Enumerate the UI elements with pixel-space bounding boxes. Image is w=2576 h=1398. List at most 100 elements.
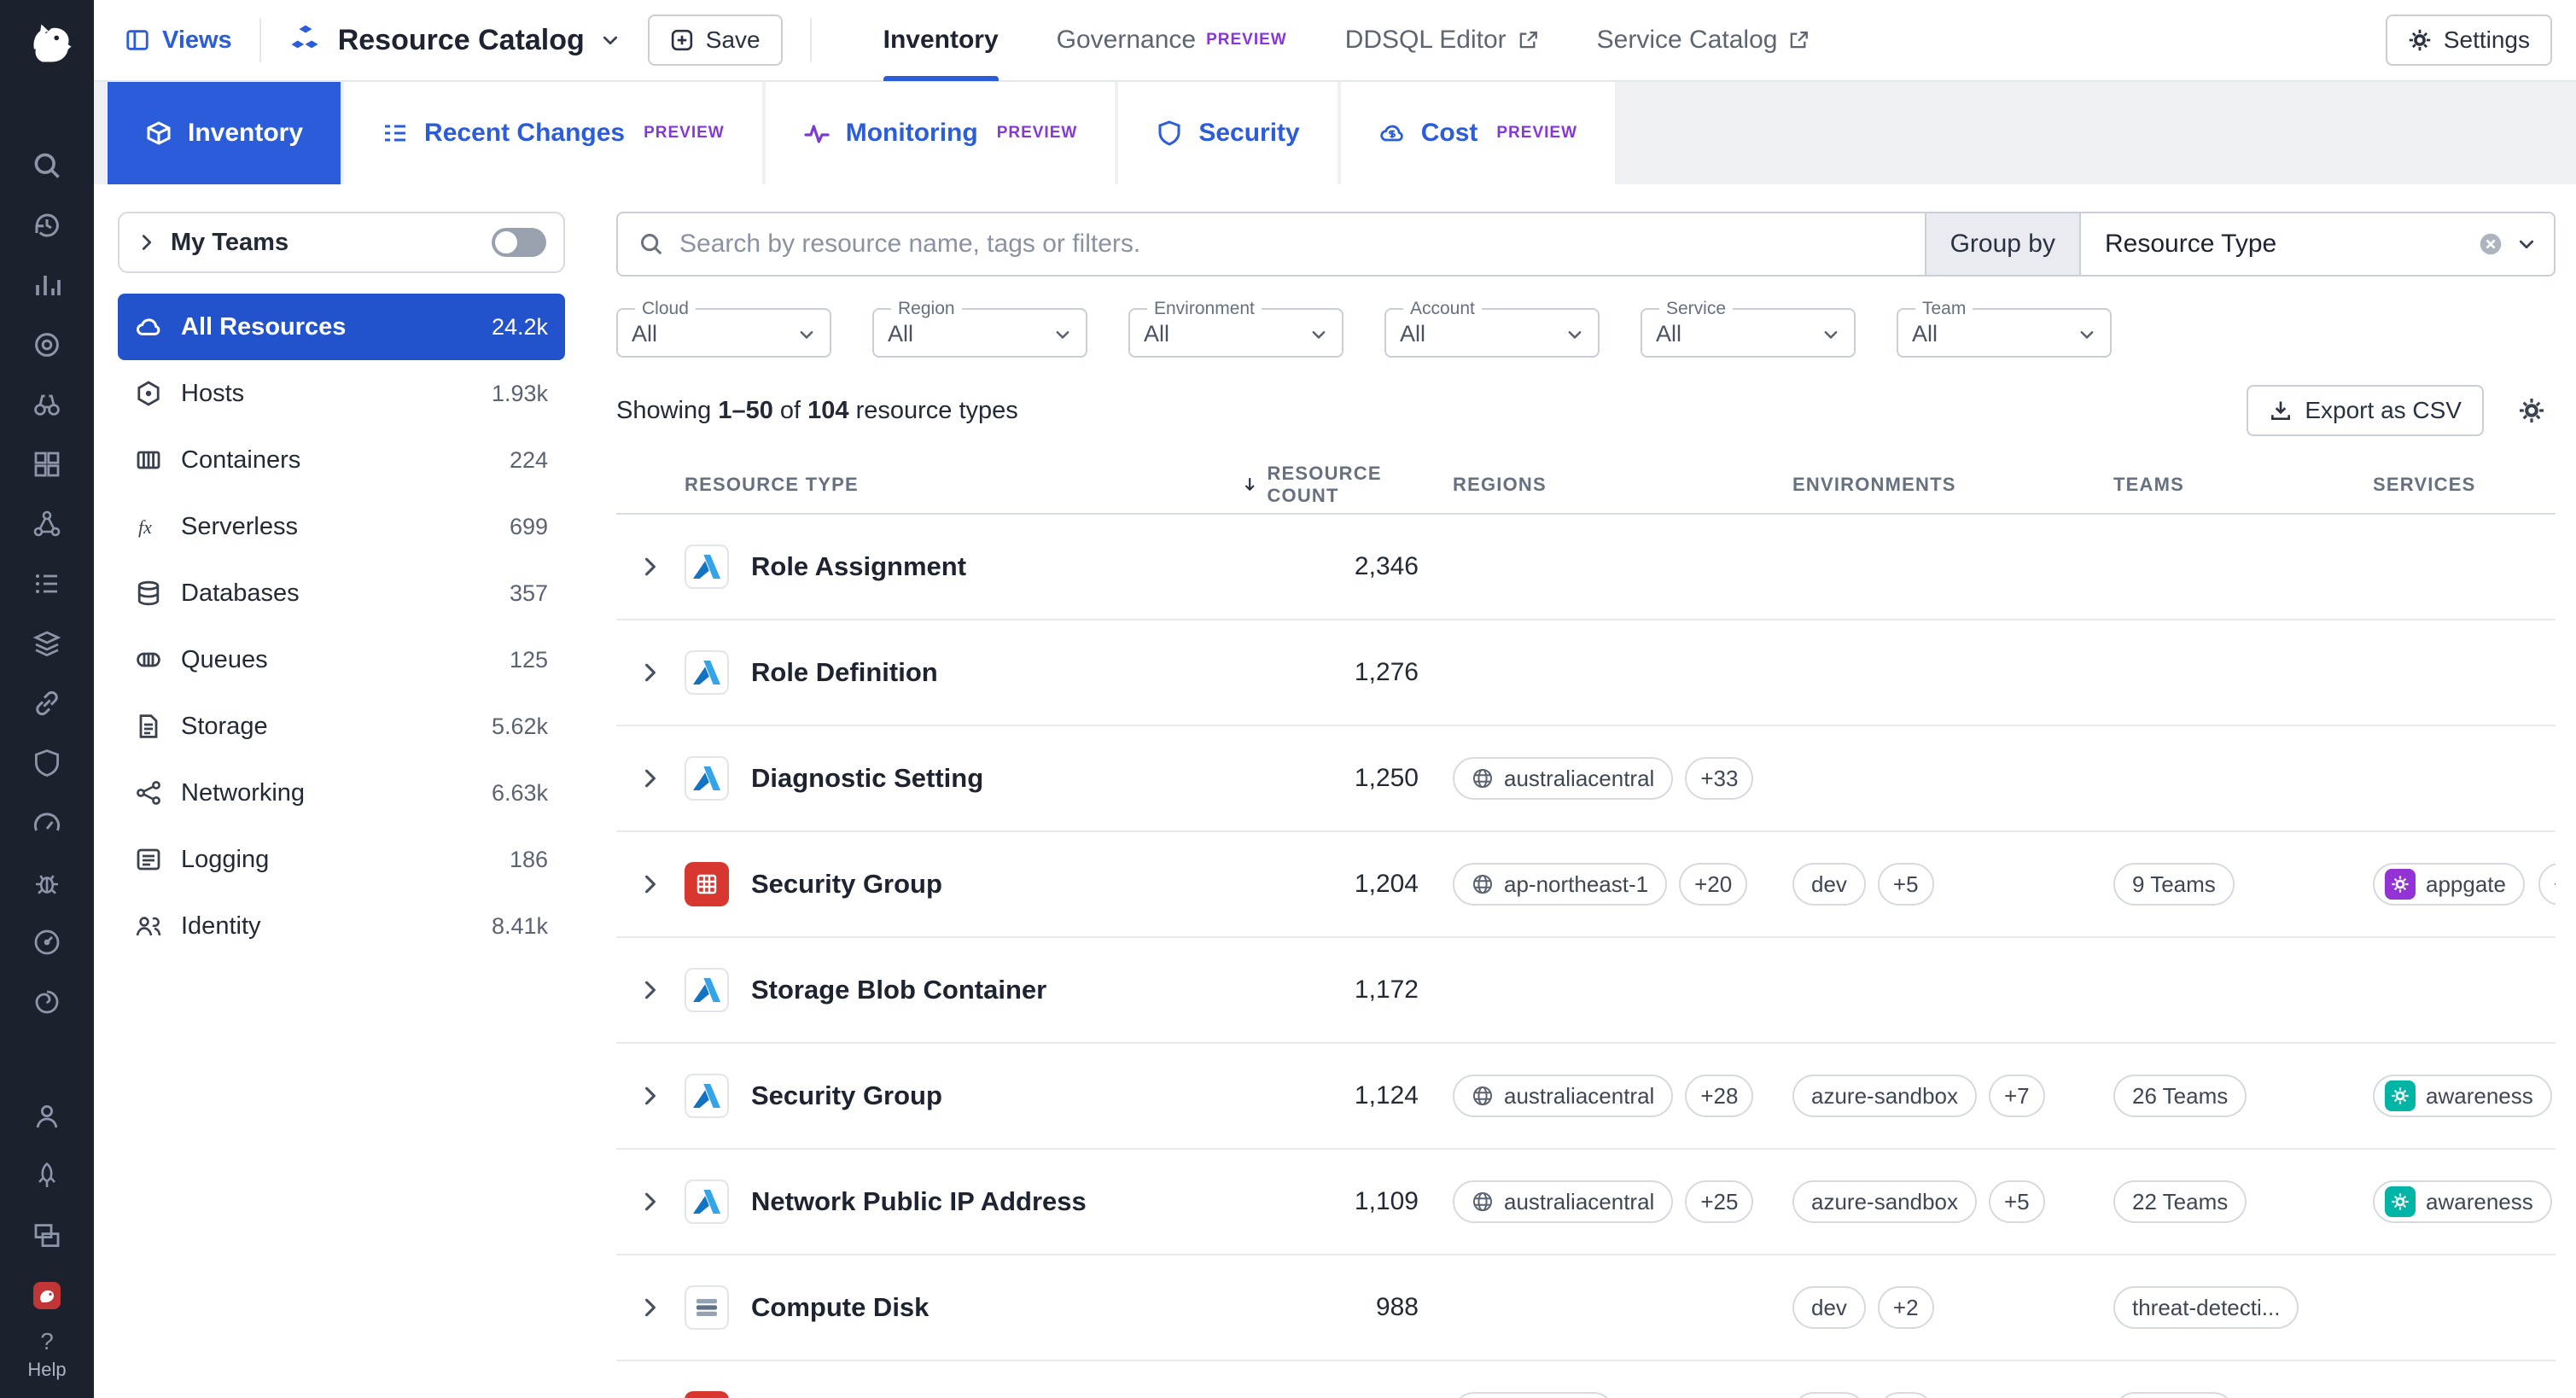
binoculars-icon[interactable] bbox=[25, 382, 69, 427]
resource-type-name[interactable]: Compute Disk bbox=[751, 1292, 929, 1323]
sidebar-item-networking[interactable]: Networking 6.63k bbox=[118, 760, 565, 826]
person-icon[interactable] bbox=[25, 1094, 69, 1139]
tab-ddsql-editor[interactable]: DDSQL Editor bbox=[1345, 0, 1539, 81]
metrics-icon[interactable] bbox=[25, 263, 69, 307]
sidebar-item-logging[interactable]: Logging 186 bbox=[118, 826, 565, 893]
region-more-chip[interactable]: +33 bbox=[1685, 757, 1753, 800]
region-chip[interactable]: us-east-1 bbox=[1453, 1392, 1615, 1398]
table-row[interactable]: IAM Policy 893 us-east-1 dev +1 5 Teams bbox=[616, 1361, 2556, 1398]
environment-chip[interactable]: dev bbox=[1792, 1286, 1866, 1329]
service-chip[interactable]: appgate bbox=[2373, 863, 2525, 906]
subtab-inventory[interactable]: Inventory bbox=[108, 82, 341, 184]
clear-icon[interactable] bbox=[2479, 232, 2503, 256]
rocket-icon[interactable] bbox=[25, 1154, 69, 1198]
table-row[interactable]: Diagnostic Setting 1,250 australiacentra… bbox=[616, 726, 2556, 832]
table-row[interactable]: Role Definition 1,276 bbox=[616, 620, 2556, 726]
link-icon[interactable] bbox=[25, 681, 69, 725]
service-more-chip[interactable]: +1 bbox=[2538, 863, 2556, 906]
my-teams-toggle-row[interactable]: My Teams bbox=[118, 212, 565, 273]
settings-button[interactable]: Settings bbox=[2386, 15, 2552, 66]
search-input[interactable] bbox=[679, 230, 1904, 259]
region-more-chip[interactable]: +28 bbox=[1685, 1075, 1753, 1117]
expand-chevron-icon[interactable] bbox=[638, 766, 662, 790]
resource-type-name[interactable]: Network Public IP Address bbox=[751, 1186, 1087, 1217]
filter-cloud[interactable]: Cloud All bbox=[616, 299, 831, 358]
table-row[interactable]: Security Group 1,124 australiacentral +2… bbox=[616, 1044, 2556, 1150]
col-resource-type[interactable]: RESOURCE TYPE bbox=[685, 474, 1241, 496]
target-icon[interactable] bbox=[25, 323, 69, 367]
region-chip[interactable]: australiacentral bbox=[1453, 1180, 1673, 1223]
table-row[interactable]: Security Group 1,204 ap-northeast-1 +20 … bbox=[616, 832, 2556, 938]
bits-dog-icon[interactable] bbox=[25, 1273, 69, 1318]
resource-type-name[interactable]: Role Assignment bbox=[751, 551, 966, 582]
sidebar-item-hosts[interactable]: Hosts 1.93k bbox=[118, 360, 565, 427]
resource-type-name[interactable]: Role Definition bbox=[751, 657, 938, 688]
shield-icon[interactable] bbox=[25, 741, 69, 785]
sidebar-item-serverless[interactable]: Serverless 699 bbox=[118, 493, 565, 560]
filter-environment[interactable]: Environment All bbox=[1128, 299, 1343, 358]
teams-chip[interactable]: 5 Teams bbox=[2113, 1392, 2235, 1398]
service-chip[interactable]: awareness bbox=[2373, 1075, 2552, 1117]
my-teams-switch[interactable] bbox=[492, 228, 546, 257]
resource-type-name[interactable]: Security Group bbox=[751, 1081, 942, 1111]
col-resource-count[interactable]: RESOURCE COUNT bbox=[1241, 463, 1429, 507]
environment-more-chip[interactable]: +2 bbox=[1878, 1286, 1934, 1329]
packages-icon[interactable] bbox=[25, 442, 69, 486]
logs-icon[interactable] bbox=[25, 562, 69, 606]
save-button[interactable]: Save bbox=[648, 15, 783, 66]
resource-type-name[interactable]: Diagnostic Setting bbox=[751, 763, 983, 794]
resource-type-name[interactable]: Security Group bbox=[751, 869, 942, 900]
environment-chip[interactable]: dev bbox=[1792, 863, 1866, 906]
sidebar-item-storage[interactable]: Storage 5.62k bbox=[118, 693, 565, 760]
windows-icon[interactable] bbox=[25, 1214, 69, 1258]
help-link[interactable]: ? Help bbox=[27, 1328, 66, 1398]
speedometer-icon[interactable] bbox=[25, 920, 69, 964]
col-environments[interactable]: ENVIRONMENTS bbox=[1779, 474, 2103, 496]
gauge-icon[interactable] bbox=[25, 801, 69, 845]
region-chip[interactable]: australiacentral bbox=[1453, 1075, 1673, 1117]
teams-chip[interactable]: 22 Teams bbox=[2113, 1180, 2247, 1223]
table-row[interactable]: Compute Disk 988 dev +2 threat-detecti..… bbox=[616, 1255, 2556, 1361]
teams-chip[interactable]: 9 Teams bbox=[2113, 863, 2235, 906]
environment-more-chip[interactable]: +5 bbox=[1878, 863, 1934, 906]
spiral-icon[interactable] bbox=[25, 980, 69, 1024]
sidebar-item-databases[interactable]: Databases 357 bbox=[118, 560, 565, 626]
environment-chip[interactable]: azure-sandbox bbox=[1792, 1180, 1977, 1223]
search-field[interactable] bbox=[618, 213, 1925, 275]
sidebar-item-containers[interactable]: Containers 224 bbox=[118, 427, 565, 493]
expand-chevron-icon[interactable] bbox=[638, 1084, 662, 1108]
environment-chip[interactable]: dev bbox=[1792, 1392, 1866, 1398]
group-by-select[interactable]: Resource Type bbox=[2079, 213, 2554, 275]
expand-chevron-icon[interactable] bbox=[638, 872, 662, 896]
environment-more-chip[interactable]: +5 bbox=[1989, 1180, 2045, 1223]
filter-region[interactable]: Region All bbox=[872, 299, 1087, 358]
bug-icon[interactable] bbox=[25, 860, 69, 905]
cluster-icon[interactable] bbox=[25, 502, 69, 546]
table-row[interactable]: Role Assignment 2,346 bbox=[616, 515, 2556, 620]
filter-team[interactable]: Team All bbox=[1897, 299, 2112, 358]
expand-chevron-icon[interactable] bbox=[638, 1296, 662, 1319]
tab-governance[interactable]: Governance PREVIEW bbox=[1057, 0, 1287, 81]
environment-chip[interactable]: azure-sandbox bbox=[1792, 1075, 1977, 1117]
search-icon[interactable] bbox=[25, 143, 69, 188]
filter-account[interactable]: Account All bbox=[1384, 299, 1600, 358]
layers-icon[interactable] bbox=[25, 621, 69, 666]
col-regions[interactable]: REGIONS bbox=[1429, 474, 1779, 496]
subtab-security[interactable]: Security bbox=[1118, 82, 1337, 184]
export-csv-button[interactable]: Export as CSV bbox=[2247, 385, 2484, 436]
region-chip[interactable]: ap-northeast-1 bbox=[1453, 863, 1667, 906]
datadog-logo[interactable] bbox=[0, 0, 94, 85]
sidebar-item-queues[interactable]: Queues 125 bbox=[118, 626, 565, 693]
service-chip[interactable]: awareness bbox=[2373, 1180, 2552, 1223]
table-row[interactable]: Network Public IP Address 1,109 australi… bbox=[616, 1150, 2556, 1255]
expand-chevron-icon[interactable] bbox=[638, 555, 662, 579]
region-chip[interactable]: australiacentral bbox=[1453, 757, 1673, 800]
region-more-chip[interactable]: +20 bbox=[1679, 863, 1747, 906]
teams-chip[interactable]: 26 Teams bbox=[2113, 1075, 2247, 1117]
col-services[interactable]: SERVICES bbox=[2359, 474, 2556, 496]
environment-more-chip[interactable]: +7 bbox=[1989, 1075, 2045, 1117]
region-more-chip[interactable]: +25 bbox=[1685, 1180, 1753, 1223]
app-title-menu[interactable]: Resource Catalog bbox=[288, 23, 621, 57]
views-button[interactable]: Views bbox=[125, 26, 232, 55]
expand-chevron-icon[interactable] bbox=[638, 978, 662, 1002]
